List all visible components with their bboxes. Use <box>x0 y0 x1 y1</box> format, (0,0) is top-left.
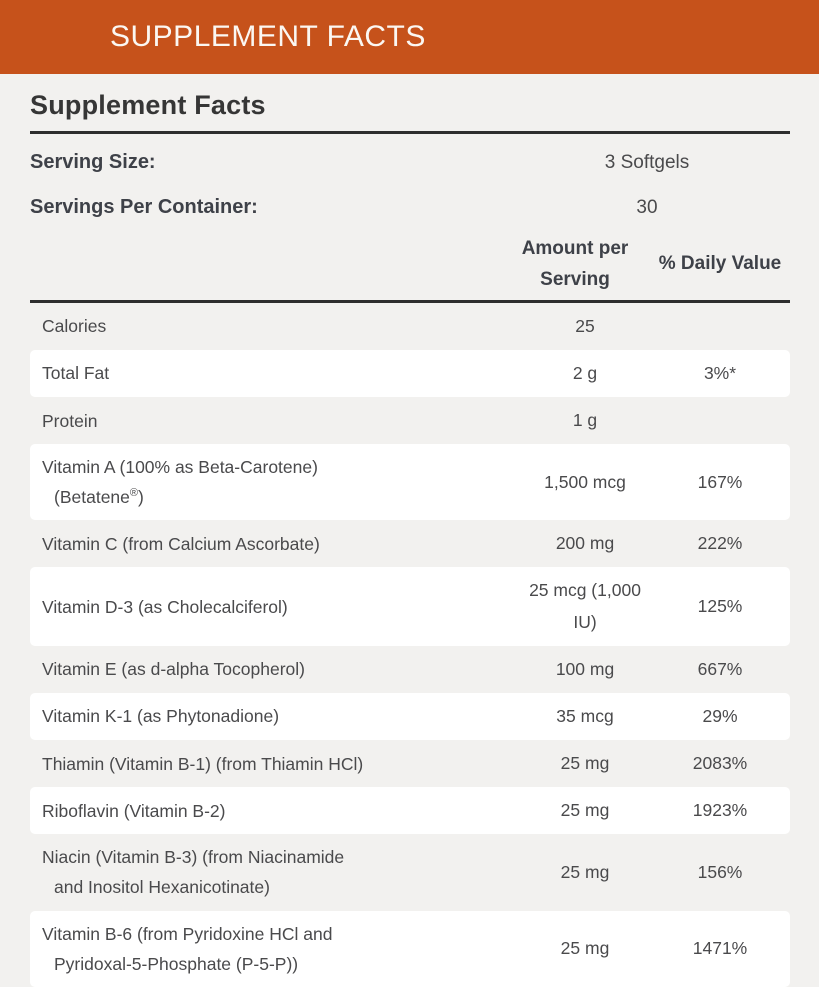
row-name: Vitamin E (as d-alpha Tocopherol) <box>42 659 305 680</box>
table-row: Riboflavin (Vitamin B-2) 25 mg 1923% <box>30 787 790 835</box>
row-amount: 25 mg <box>560 800 610 821</box>
row-amount: 25 mg <box>560 938 610 959</box>
row-name: Vitamin B-6 (from Pyridoxine HCl and Pyr… <box>42 923 333 974</box>
row-amount: 25 mg <box>560 753 610 774</box>
row-amount: 25 <box>575 315 595 336</box>
row-name: Calories <box>42 316 107 337</box>
supplement-facts-panel: Supplement Facts Serving Size: 3 Softgel… <box>0 74 819 987</box>
row-amount: 1 g <box>572 410 598 431</box>
row-name: Vitamin C (from Calcium Ascorbate) <box>42 533 320 554</box>
table-row: Thiamin (Vitamin B-1) (from Thiamin HCl)… <box>30 740 790 787</box>
facts-table: Calories 25 Total Fat 2 g 3%* Protein 1 g Vitam… <box>30 303 790 987</box>
banner-title: SUPPLEMENT FACTS <box>110 20 426 53</box>
row-daily-value: 1923% <box>692 800 748 821</box>
table-row: Vitamin E (as d-alpha Tocopherol) 100 mg 6… <box>30 646 790 693</box>
row-daily-value: 167% <box>697 471 743 492</box>
row-name: Vitamin A (100% as Beta-Carotene) (Betat… <box>42 457 318 508</box>
table-row: Vitamin C (from Calcium Ascorbate) 200 mg… <box>30 520 790 567</box>
table-header: Amount per Serving % Daily Value <box>30 233 790 300</box>
row-amount: 25 mcg (1,000 IU) <box>529 580 641 632</box>
row-daily-value: 222% <box>697 533 743 554</box>
panel-heading: Supplement Facts <box>30 90 266 120</box>
table-row: Calories 25 <box>30 303 790 350</box>
row-amount: 2 g <box>572 362 598 383</box>
row-daily-value: 3%* <box>703 362 737 383</box>
serving-size-label: Serving Size: <box>30 151 156 174</box>
amount-column-header: Amount per Serving <box>521 238 629 291</box>
table-row: Total Fat 2 g 3%* <box>30 349 790 398</box>
servings-per-container-value: 30 <box>636 197 658 219</box>
row-daily-value: 156% <box>697 861 743 882</box>
table-row: Niacin (Vitamin B-3) (from Niacinamide a… <box>30 834 790 910</box>
serving-size-row: Serving Size: 3 Softgels <box>30 151 790 174</box>
row-name: Total Fat <box>42 363 110 384</box>
row-name: Vitamin D-3 (as Cholecalciferol) <box>42 596 288 617</box>
row-amount: 200 mg <box>555 533 615 554</box>
table-row: Vitamin B-6 (from Pyridoxine HCl and Pyr… <box>30 910 790 987</box>
row-amount: 25 mg <box>560 861 610 882</box>
row-amount: 35 mcg <box>556 705 614 726</box>
row-amount: 100 mg <box>555 658 615 679</box>
serving-size-value: 3 Softgels <box>604 152 690 174</box>
row-name: Protein <box>42 410 98 431</box>
table-row: Vitamin A (100% as Beta-Carotene) (Betat… <box>30 444 790 521</box>
row-daily-value: 29% <box>702 705 738 726</box>
row-daily-value: 2083% <box>692 753 748 774</box>
row-name: Thiamin (Vitamin B-1) (from Thiamin HCl) <box>42 753 364 774</box>
header-divider <box>30 299 790 303</box>
row-daily-value: 667% <box>697 658 743 679</box>
row-name: Vitamin K-1 (as Phytonadione) <box>42 706 280 727</box>
banner: SUPPLEMENT FACTS <box>0 0 819 74</box>
top-divider <box>30 131 790 135</box>
row-name: Riboflavin (Vitamin B-2) <box>42 800 226 821</box>
servings-per-container-label: Servings Per Container: <box>30 196 258 219</box>
daily-value-column-header: % Daily Value <box>658 253 782 275</box>
row-name: Niacin (Vitamin B-3) (from Niacinamide a… <box>42 847 345 898</box>
table-row: Protein 1 g <box>30 397 790 444</box>
table-row: Vitamin K-1 (as Phytonadione) 35 mcg 29% <box>30 692 790 741</box>
row-daily-value: 1471% <box>692 938 748 959</box>
row-amount: 1,500 mcg <box>544 471 626 492</box>
servings-per-container-row: Servings Per Container: 30 <box>30 196 790 219</box>
table-row: Vitamin D-3 (as Cholecalciferol) 25 mcg (… <box>30 567 790 646</box>
row-daily-value: 125% <box>697 596 743 617</box>
